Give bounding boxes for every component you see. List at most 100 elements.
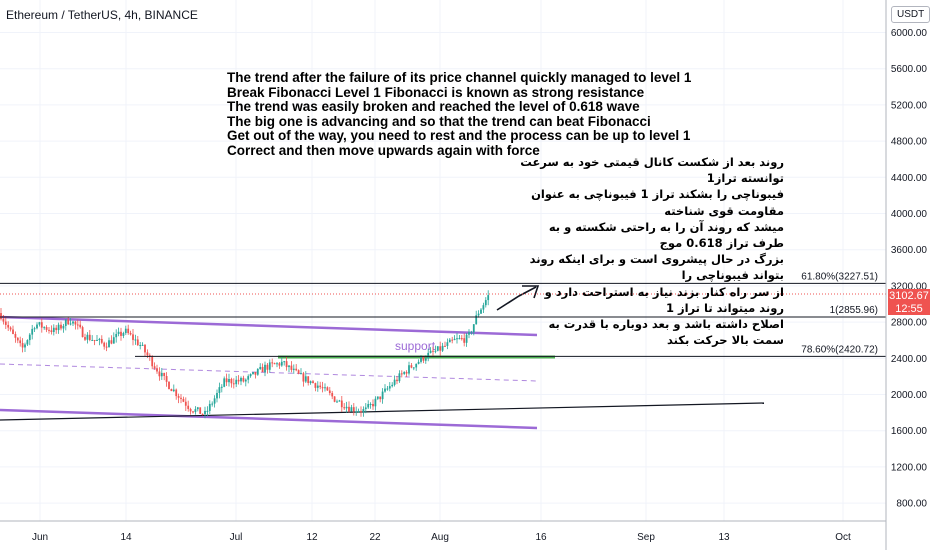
candle-body [261, 366, 264, 373]
candle-body [384, 388, 386, 392]
trend-line [0, 402, 765, 421]
y-tick-label: 2800.00 [891, 318, 928, 329]
candle-body [424, 358, 427, 361]
annotation-line: Correct and then move upwards again with… [227, 142, 540, 158]
candle-body [105, 346, 108, 348]
candle-body [98, 338, 101, 340]
candle-body [69, 323, 72, 325]
candle-body [247, 376, 250, 380]
annotation-line: Get out of the way, you need to rest and… [227, 128, 691, 144]
candle-body [177, 396, 180, 398]
candle-body [237, 379, 240, 382]
candle-body [439, 346, 442, 351]
candle-body [156, 368, 158, 372]
candle-body [187, 405, 190, 409]
candle-body [232, 383, 235, 385]
candle-body [321, 387, 324, 389]
candle-body [180, 397, 182, 399]
candle-body [388, 386, 391, 389]
candle-body [448, 339, 451, 343]
candle-body [484, 300, 487, 306]
candle-body [146, 352, 149, 356]
candle-body [194, 409, 197, 413]
candle-body [362, 409, 365, 413]
candle-body [62, 325, 65, 329]
y-tick-label: 2400.00 [891, 354, 928, 365]
candle-body [76, 324, 79, 326]
candle-body [348, 406, 350, 412]
fib-level-label: 61.80%(3227.51) [801, 271, 878, 282]
current-price: 3102.67 [889, 290, 929, 302]
fib-levels: 61.80%(3227.51) 1(2855.96) 78.60%(2420.72) [0, 271, 886, 357]
candle-body [223, 378, 226, 387]
candle-body [26, 340, 29, 345]
annotation-line: The trend was easily broken and reached … [227, 99, 640, 115]
candle-body [33, 328, 36, 330]
candle-body [192, 411, 194, 413]
candle-body [184, 401, 187, 406]
candle-body [216, 392, 218, 399]
annotation-line: The trend after the failure of its price… [227, 70, 692, 85]
candle-body [376, 396, 379, 399]
candle-body [218, 387, 221, 393]
candle-body [256, 368, 259, 375]
candle-body [379, 396, 382, 400]
candle-body [456, 338, 458, 340]
candle-body [410, 365, 413, 368]
annotation-line: The big one is advancing and so that the… [227, 113, 651, 129]
candle-body [417, 361, 420, 364]
candle-body [333, 396, 336, 402]
y-tick-label: 800.00 [896, 499, 927, 510]
candle-body [127, 328, 130, 334]
candle-body [21, 343, 24, 348]
candle-body [300, 373, 302, 375]
candle-body [357, 411, 360, 413]
fib-level-label: 1(2855.96) [830, 305, 878, 316]
candle-body [429, 350, 432, 353]
candle-body [415, 363, 418, 368]
candle-body [266, 364, 269, 370]
annotation-english: The trend after the failure of its price… [227, 70, 692, 159]
candle-body [259, 366, 262, 369]
currency-badge[interactable]: USDT [891, 6, 931, 23]
candle-body [108, 340, 110, 348]
candle-body [122, 333, 125, 336]
y-tick-label: 4000.00 [891, 209, 928, 220]
candle-body [340, 400, 343, 408]
candle-body [79, 324, 82, 328]
y-tick-label: 1200.00 [891, 462, 928, 473]
candle-body [369, 403, 372, 405]
y-tick-label: 3200.00 [891, 281, 928, 292]
candle-body [468, 332, 470, 335]
candle-body [288, 365, 290, 368]
candle-body [264, 364, 266, 373]
candle-body [213, 398, 216, 404]
candle-body [14, 333, 17, 338]
candle-body [182, 398, 185, 402]
candle-body [93, 339, 96, 341]
candle-body [302, 373, 305, 382]
candle-body [338, 400, 341, 402]
candle-body [45, 327, 48, 330]
candle-body [400, 373, 403, 375]
candle-body [312, 381, 314, 384]
candle-body [470, 332, 473, 334]
candle-body [304, 376, 307, 382]
candle-body [9, 327, 12, 330]
candle-body [446, 342, 449, 346]
candle-body [36, 324, 38, 329]
candle-body [0, 313, 2, 319]
candle-body [112, 337, 115, 344]
candle-body [117, 331, 120, 335]
candle-body [208, 403, 211, 411]
candle-body [290, 365, 293, 370]
candle-body [355, 411, 358, 413]
candle-body [40, 322, 43, 328]
price-channel: support [0, 285, 886, 430]
candle-body [324, 387, 326, 389]
bar-countdown: 12:55 [895, 302, 923, 315]
channel-lower-line [0, 408, 538, 430]
candle-body [170, 389, 173, 392]
